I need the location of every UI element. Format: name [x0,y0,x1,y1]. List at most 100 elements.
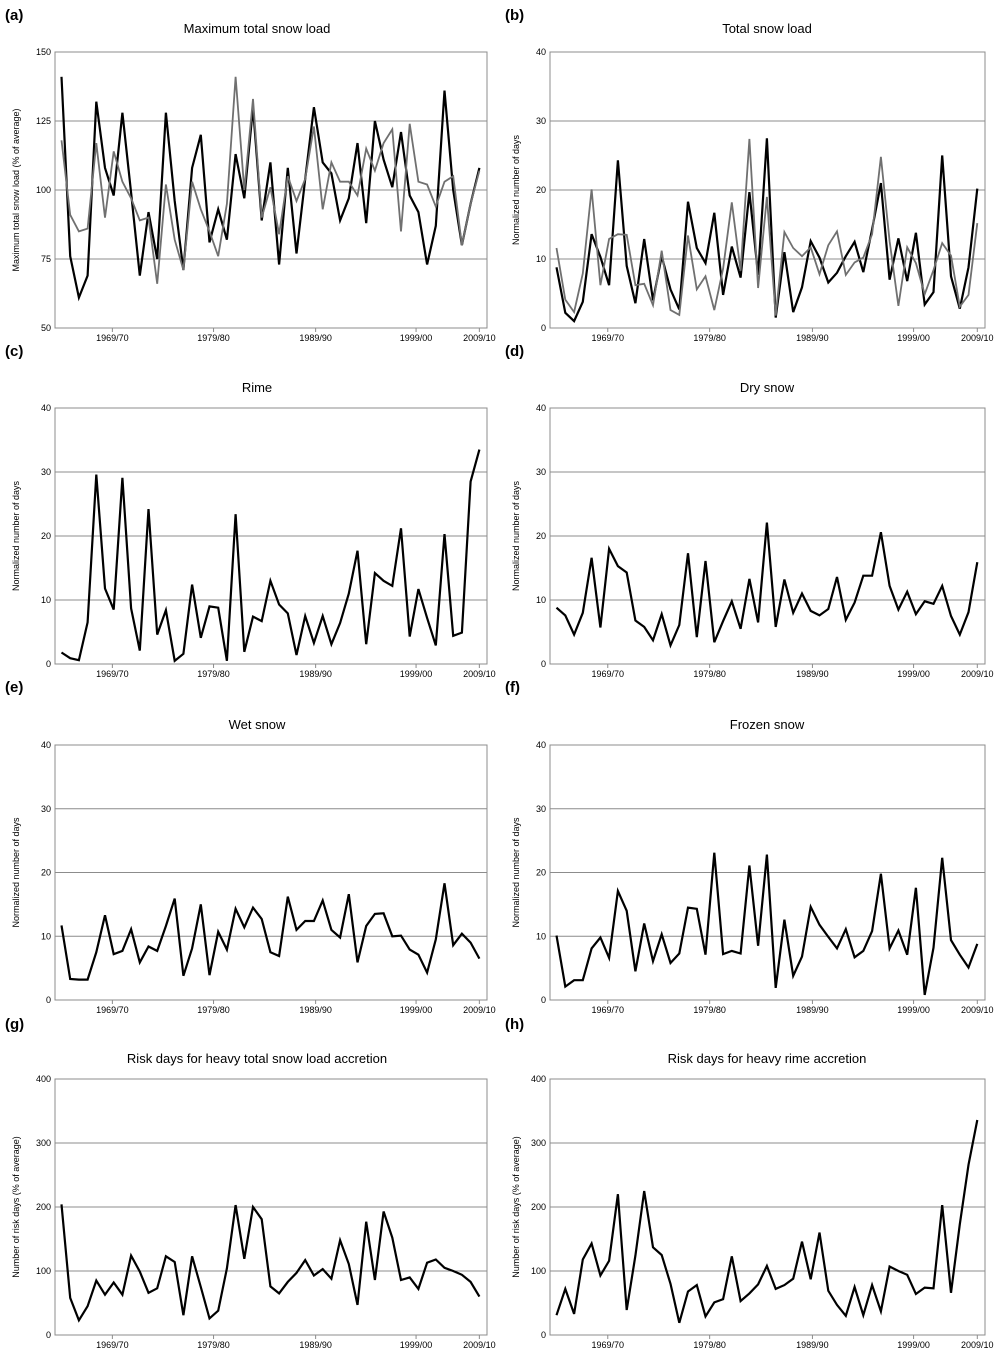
x-tick-label: 1999/00 [897,669,930,679]
y-tick-label: 0 [541,323,546,333]
y-tick-label: 20 [536,531,546,541]
x-tick-label: 1979/80 [197,1340,230,1350]
x-tick-label: 1969/70 [96,1005,129,1015]
x-tick-label: 1979/80 [693,1005,726,1015]
chart-panel: (g) Risk days for heavy total snow load a… [5,1016,496,1350]
plot-frame [549,744,986,1001]
y-tick-label: 30 [41,467,51,477]
panel-letter: (h) [505,1016,524,1033]
y-tick-label: 0 [541,1330,546,1340]
y-tick-label: 30 [536,467,546,477]
x-tick-label: 1979/80 [197,333,230,343]
y-tick-label: 0 [541,995,546,1005]
x-tick-label: 1989/90 [796,1340,829,1350]
y-axis-label: Normalized number of days [11,817,21,928]
x-tick-label: 1999/00 [897,1340,930,1350]
chart-title: Frozen snow [730,717,805,732]
series-line-1 [555,1119,979,1324]
x-tick-label: 1969/70 [96,333,129,343]
series-line-1 [555,522,979,649]
y-tick-label: 0 [46,1330,51,1340]
y-tick-label: 40 [41,740,51,750]
x-tick-label: 1999/00 [400,669,433,679]
y-tick-label: 0 [46,659,51,669]
series-line-1 [60,1204,481,1323]
plot-frame [54,51,488,329]
x-tick-label: 1989/90 [299,669,332,679]
x-tick-label: 1969/70 [591,1005,624,1015]
y-tick-label: 300 [531,1138,546,1148]
y-tick-label: 100 [36,185,51,195]
panel-letter: (f) [505,679,520,696]
x-tick-label: 1999/00 [897,1005,930,1015]
x-tick-label: 1999/00 [897,333,930,343]
x-tick-label: 2009/10 [463,1340,496,1350]
y-tick-label: 10 [536,595,546,605]
chart-panel: (a) Maximum total snow load 50 75 100 125 150 1… [5,7,496,343]
y-axis-label: Normalized number of days [11,480,21,591]
y-tick-label: 400 [36,1074,51,1084]
chart-title: Dry snow [740,380,795,395]
y-tick-label: 10 [41,931,51,941]
panel-letter: (d) [505,343,524,360]
y-tick-label: 75 [41,254,51,264]
x-tick-label: 1989/90 [299,1340,332,1350]
y-tick-label: 20 [536,868,546,878]
chart-panel: (h) Risk days for heavy rime accretion 0 10… [505,1016,994,1350]
chart-panel: (f) Frozen snow 0 10 20 30 40 1969/70 1979/80 198… [505,679,994,1015]
plot-frame [54,407,488,665]
x-tick-label: 1969/70 [591,333,624,343]
y-axis-label: Maximum total snow load (% of average) [11,108,21,271]
series-line-2 [60,76,481,284]
chart-title: Maximum total snow load [184,21,331,36]
y-tick-label: 0 [541,659,546,669]
panel-letter: (g) [5,1016,24,1033]
x-tick-label: 1989/90 [299,1005,332,1015]
series-line-1 [60,883,481,981]
x-tick-label: 1989/90 [299,333,332,343]
y-axis-label: Normalized number of days [511,134,521,245]
panel-letter: (b) [505,7,524,24]
plot-frame [549,407,986,665]
y-tick-label: 10 [41,595,51,605]
chart-panel: (b) Total snow load 0 10 20 30 40 1969/70 1979/8… [505,7,994,343]
x-tick-label: 1969/70 [591,1340,624,1350]
y-tick-label: 40 [536,403,546,413]
x-tick-label: 1999/00 [400,333,433,343]
x-tick-label: 2009/10 [463,1005,496,1015]
plot-frame [54,1078,488,1336]
panel-letter: (a) [5,7,23,24]
y-tick-label: 100 [531,1266,546,1276]
y-tick-label: 50 [41,323,51,333]
x-tick-label: 1989/90 [796,333,829,343]
y-tick-label: 40 [41,403,51,413]
chart-title: Risk days for heavy total snow load accr… [127,1051,387,1066]
x-tick-label: 2009/10 [961,669,994,679]
y-tick-label: 100 [36,1266,51,1276]
x-tick-label: 1979/80 [693,669,726,679]
series-line-1 [60,449,481,663]
series-line-1 [555,138,979,323]
chart-panel: (e) Wet snow 0 10 20 30 40 1969/70 1979/80 1989/9… [5,679,496,1015]
x-tick-label: 2009/10 [961,333,994,343]
plot-frame [549,1078,986,1336]
y-tick-label: 40 [536,47,546,57]
x-tick-label: 1989/90 [796,1005,829,1015]
y-tick-label: 300 [36,1138,51,1148]
x-tick-label: 1969/70 [96,669,129,679]
plot-frame [54,744,488,1001]
y-tick-label: 200 [531,1202,546,1212]
plot-frame [549,51,986,329]
x-tick-label: 1989/90 [796,669,829,679]
y-axis-label: Normalized number of days [511,817,521,928]
y-tick-label: 30 [536,804,546,814]
panel-letter: (c) [5,343,23,360]
y-axis-label: Normalized number of days [511,480,521,591]
y-tick-label: 30 [41,804,51,814]
y-tick-label: 20 [41,531,51,541]
x-tick-label: 1979/80 [693,333,726,343]
chart-title: Rime [242,380,272,395]
x-tick-label: 2009/10 [463,333,496,343]
chart-title: Total snow load [722,21,812,36]
